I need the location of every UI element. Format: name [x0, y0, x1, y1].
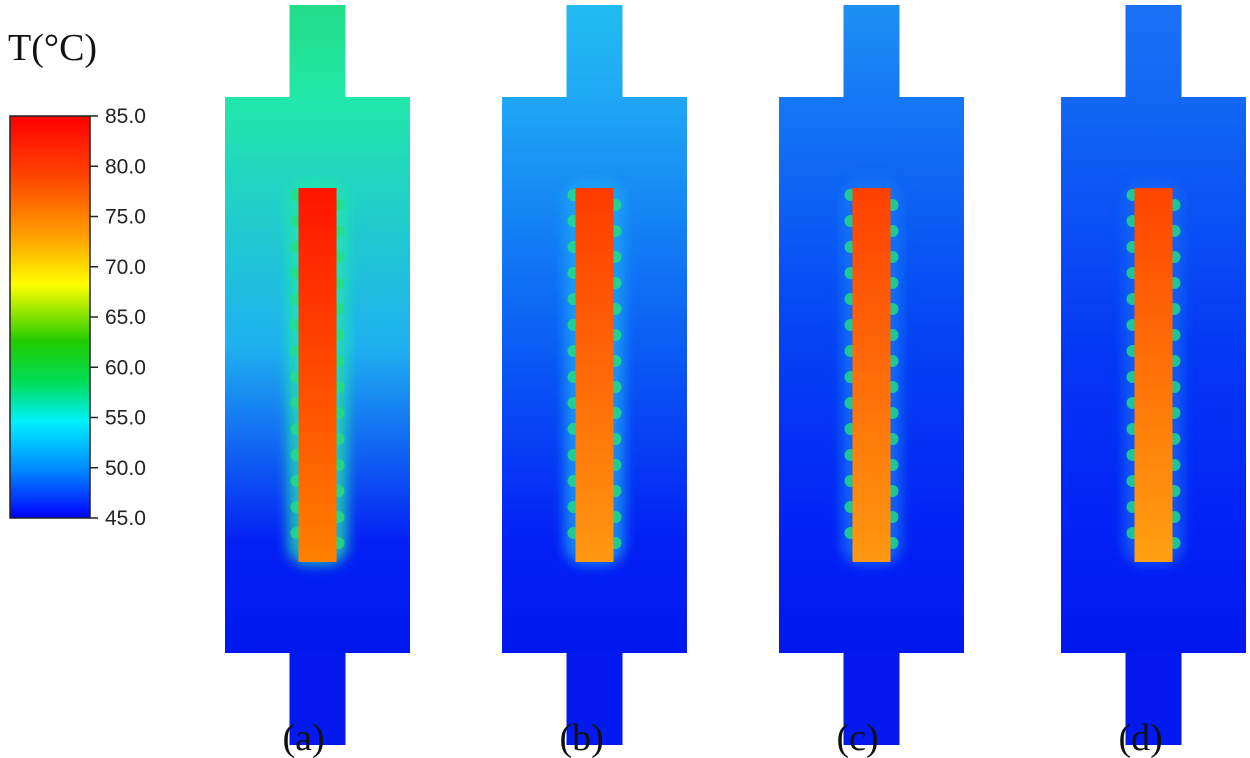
heater-rod	[575, 188, 614, 562]
panel-b: (b)	[502, 5, 687, 758]
inlet-channel	[843, 5, 900, 100]
colorbar-tick-label: 55.0	[105, 407, 146, 430]
outlet-channel	[289, 650, 346, 745]
inlet-channel	[566, 5, 623, 100]
panels-group: (a) (b) (c) (d)	[225, 5, 1246, 758]
panel-c: (c)	[779, 5, 964, 758]
colorbar-tick-label: 70.0	[105, 256, 146, 279]
colorbar-tick-label: 85.0	[105, 105, 146, 128]
panel-d: (d)	[1061, 5, 1246, 758]
colorbar-ticks: 85.0 80.0 75.0 70.0 65.0 60.0 55.0 50.0 45.0	[90, 105, 146, 530]
heater-rod	[852, 188, 891, 562]
colorbar-tick-label: 60.0	[105, 356, 146, 379]
colorbar	[9, 115, 91, 519]
colorbar-tick-label: 50.0	[105, 457, 146, 480]
outlet-channel	[1125, 650, 1182, 745]
outlet-channel	[843, 650, 900, 745]
heater-rod	[1134, 188, 1173, 562]
panel-label: (a)	[283, 717, 325, 758]
outlet-channel	[566, 650, 623, 745]
inlet-channel	[289, 5, 346, 100]
panel-label: (b)	[560, 717, 604, 758]
panel-a: (a)	[225, 5, 410, 758]
colorbar-legend: T(°C) 85.0 80.0 75.0 70.0 65.0 60.0 55.0 50.0 45…	[8, 27, 146, 530]
panel-label: (d)	[1119, 717, 1163, 758]
colorbar-tick-label: 80.0	[105, 155, 146, 178]
panel-label: (c)	[837, 717, 879, 758]
heater-rod	[298, 188, 337, 562]
legend-title: T(°C)	[8, 27, 97, 69]
colorbar-tick-label: 65.0	[105, 306, 146, 329]
colorbar-tick-label: 75.0	[105, 206, 146, 229]
inlet-channel	[1125, 5, 1182, 100]
colorbar-tick-label: 45.0	[105, 507, 146, 530]
